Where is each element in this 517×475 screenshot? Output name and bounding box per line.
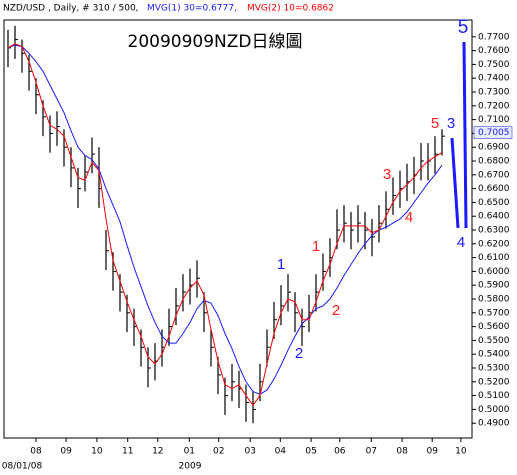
wave-label: 4: [405, 209, 413, 226]
x-tick-label: 08: [30, 447, 42, 457]
y-tick-label: 0.6900: [478, 143, 510, 153]
ma-line: [7, 43, 443, 407]
last-price-box: [473, 126, 513, 139]
y-tick-label: 0.5700: [478, 308, 510, 318]
chart-title: 20090909NZD日線圖: [128, 32, 303, 52]
x-tick-label: 06: [334, 447, 346, 457]
last-price-label: 0.7005: [478, 128, 510, 138]
y-tick-label: 0.6800: [478, 157, 510, 167]
y-tick-label: 0.6300: [478, 226, 510, 236]
x-tick-label: 07: [366, 447, 377, 457]
y-tick-label: 0.5600: [478, 322, 510, 332]
y-tick-label: 0.7400: [478, 74, 510, 84]
y-tick-label: 0.7100: [478, 115, 510, 125]
y-tick-label: 0.6600: [478, 184, 510, 194]
y-tick-label: 0.7500: [478, 60, 510, 70]
y-tick-label: 0.5000: [478, 405, 510, 415]
y-tick-label: 0.6700: [478, 170, 510, 180]
x-tick-label: 09: [60, 447, 72, 457]
wave-label: 5: [458, 17, 469, 38]
x-sublabel: 2009: [179, 462, 202, 472]
y-tick-label: 0.4900: [478, 419, 510, 429]
y-tick-label: 0.5400: [478, 350, 510, 360]
ma-line: [7, 44, 443, 395]
x-tick-label: 09: [426, 447, 438, 457]
x-tick-label: 04: [275, 447, 287, 457]
y-tick-label: 0.6200: [478, 239, 510, 249]
y-tick-label: 0.5500: [478, 336, 510, 346]
x-tick-label: 12: [152, 447, 163, 457]
y-tick-label: 0.7600: [478, 46, 510, 56]
header-symbol: NZD/USD , Daily, # 310 / 500,: [3, 4, 139, 14]
wave-label: 2: [295, 345, 303, 362]
wave-label: 3: [383, 166, 391, 183]
y-tick-label: 0.5300: [478, 364, 510, 374]
y-tick-label: 0.6500: [478, 198, 510, 208]
x-tick-label: 11: [122, 447, 133, 457]
y-tick-label: 0.5200: [478, 377, 510, 387]
header-ma1: MVG(1) 30=0.6777,: [147, 4, 237, 14]
wave-label: 3: [447, 115, 455, 132]
wave-projection: [450, 137, 460, 229]
y-tick-label: 0.7300: [478, 88, 510, 98]
x-tick-label: 08: [396, 447, 408, 457]
plot-frame: [3, 19, 473, 439]
x-tick-label: 01: [184, 447, 195, 457]
y-tick-label: 0.6100: [478, 253, 510, 263]
y-tick-label: 0.7700: [478, 32, 510, 42]
x-tick-label: 10: [91, 447, 103, 457]
header-ma2: MVG(2) 10=0.6862: [247, 4, 334, 14]
y-tick-label: 0.6000: [478, 267, 510, 277]
x-tick-label: 10: [455, 447, 467, 457]
y-tick-label: 0.7200: [478, 101, 510, 111]
x-tick-label: 02: [213, 447, 224, 457]
wave-label: 1: [312, 238, 320, 255]
x-tick-label: 03: [244, 447, 255, 457]
x-tick-label: 05: [305, 447, 316, 457]
y-tick-label: 0.6400: [478, 212, 510, 222]
wave-projection: [462, 41, 468, 229]
wave-label: 5: [431, 115, 439, 132]
wave-label: 1: [277, 256, 285, 273]
y-tick-label: 0.5100: [478, 391, 510, 401]
y-tick-label: 0.5800: [478, 295, 510, 305]
wave-label: 2: [332, 302, 340, 319]
wave-label: 4: [457, 234, 465, 251]
x-sublabel: 08/01/08: [2, 462, 43, 472]
y-tick-label: 0.5900: [478, 281, 510, 291]
